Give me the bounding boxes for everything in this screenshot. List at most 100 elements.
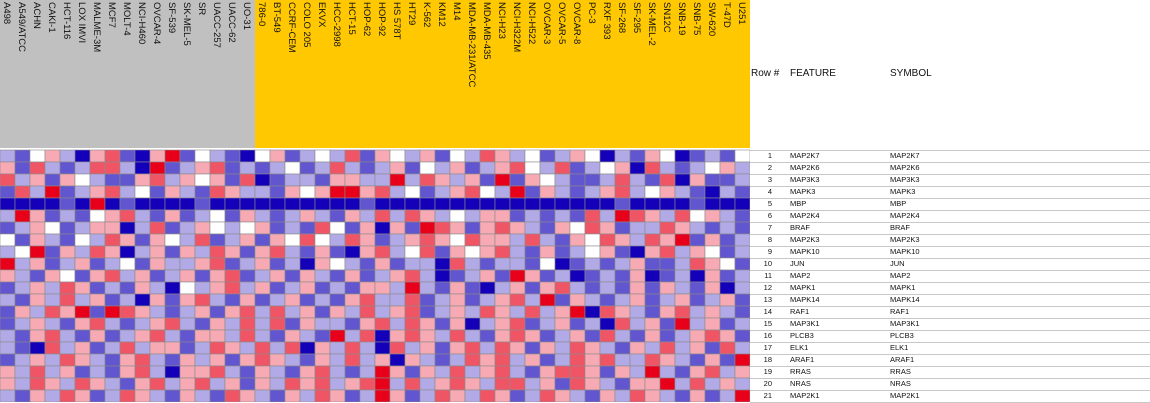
heatmap-cell — [74, 377, 91, 391]
heatmap-cell — [284, 317, 301, 331]
heatmap-cell — [584, 305, 601, 319]
heatmap-cell — [704, 377, 721, 391]
heatmap-cell — [224, 197, 241, 211]
heatmap-cell — [59, 281, 76, 295]
heatmap-cell — [644, 161, 661, 175]
heatmap-cell — [0, 257, 16, 271]
heatmap-cell — [404, 269, 421, 283]
heatmap-cell — [74, 161, 91, 175]
heatmap-cell — [314, 365, 331, 379]
heatmap-cell — [674, 257, 691, 271]
heatmap-cell — [674, 269, 691, 283]
heatmap-cell — [389, 161, 406, 175]
row-divider — [750, 342, 1150, 343]
heatmap-cell — [254, 305, 271, 319]
heatmap-cell — [644, 173, 661, 187]
heatmap-cell — [614, 209, 631, 223]
heatmap-cell — [0, 329, 16, 343]
heatmap-cell — [89, 269, 106, 283]
heatmap-cell — [0, 281, 16, 295]
heatmap-cell — [599, 365, 616, 379]
heatmap-cell — [209, 365, 226, 379]
heatmap-cell — [14, 353, 31, 367]
heatmap-cell — [104, 257, 121, 271]
row-symbol: MBP — [890, 199, 907, 208]
column-group-band-2 — [255, 0, 750, 148]
heatmap-cell — [704, 221, 721, 235]
heatmap-cell — [314, 173, 331, 187]
heatmap-cell — [89, 209, 106, 223]
heatmap-cell — [389, 245, 406, 259]
row-feature: MAPK3 — [790, 187, 816, 196]
heatmap-cell — [254, 317, 271, 331]
heatmap-cell — [344, 377, 361, 391]
column-label: UO-31 — [241, 2, 252, 30]
heatmap-cell — [299, 149, 316, 163]
heatmap-cell — [479, 389, 496, 402]
heatmap-cell — [224, 353, 241, 367]
heatmap-cell — [404, 329, 421, 343]
heatmap-cell — [509, 353, 526, 367]
heatmap-cell — [74, 353, 91, 367]
heatmap-cell — [479, 245, 496, 259]
heatmap-cell — [509, 341, 526, 355]
heatmap-cell — [599, 389, 616, 402]
heatmap-cell — [614, 197, 631, 211]
row-number: 15 — [763, 319, 772, 328]
heatmap-cell — [194, 209, 211, 223]
column-label: T-47D — [721, 2, 732, 28]
heatmap-cell — [359, 185, 376, 199]
heatmap-cell — [209, 305, 226, 319]
heatmap-cell — [449, 281, 466, 295]
heatmap-cell — [179, 173, 196, 187]
heatmap-cell — [404, 233, 421, 247]
heatmap-cell — [299, 329, 316, 343]
heatmap-cell — [509, 209, 526, 223]
heatmap-cell — [659, 233, 676, 247]
heatmap-cell — [629, 245, 646, 259]
heatmap-cell — [449, 173, 466, 187]
heatmap-cell — [314, 389, 331, 402]
heatmap-cell — [734, 185, 750, 199]
heatmap-cell — [224, 221, 241, 235]
heatmap-cell — [164, 281, 181, 295]
heatmap-cell — [104, 149, 121, 163]
heatmap-cell — [659, 257, 676, 271]
heatmap-cell — [194, 353, 211, 367]
heatmap-cell — [14, 185, 31, 199]
heatmap-cell — [149, 221, 166, 235]
heatmap-cell — [494, 377, 511, 391]
heatmap-cell — [704, 245, 721, 259]
heatmap-cell — [359, 293, 376, 307]
heatmap-cell — [449, 377, 466, 391]
heatmap-cell — [44, 173, 61, 187]
heatmap-cell — [194, 161, 211, 175]
heatmap-cell — [224, 185, 241, 199]
heatmap-cell — [74, 269, 91, 283]
heatmap-cell — [104, 377, 121, 391]
heatmap-cell — [299, 305, 316, 319]
heatmap-cell — [329, 173, 346, 187]
row-feature: BRAF — [790, 223, 811, 232]
heatmap-cell — [194, 245, 211, 259]
heatmap-cell — [689, 317, 706, 331]
heatmap-cell — [539, 377, 556, 391]
heatmap-cell — [254, 341, 271, 355]
heatmap-cell — [344, 353, 361, 367]
column-label: SK-MEL-2 — [646, 2, 657, 46]
heatmap-cell — [719, 269, 736, 283]
heatmap-cell — [164, 173, 181, 187]
heatmap-cell — [314, 269, 331, 283]
heatmap-cell — [464, 221, 481, 235]
heatmap-cell — [299, 293, 316, 307]
column-label: MDA-MB-435 — [481, 2, 492, 60]
heatmap-cell — [329, 161, 346, 175]
heatmap-cell — [509, 173, 526, 187]
heatmap-cell — [509, 377, 526, 391]
heatmap-cell — [689, 185, 706, 199]
heatmap-cell — [659, 389, 676, 402]
heatmap-cell — [704, 269, 721, 283]
heatmap-cell — [44, 293, 61, 307]
heatmap-cell — [254, 269, 271, 283]
heatmap-cell — [29, 149, 46, 163]
